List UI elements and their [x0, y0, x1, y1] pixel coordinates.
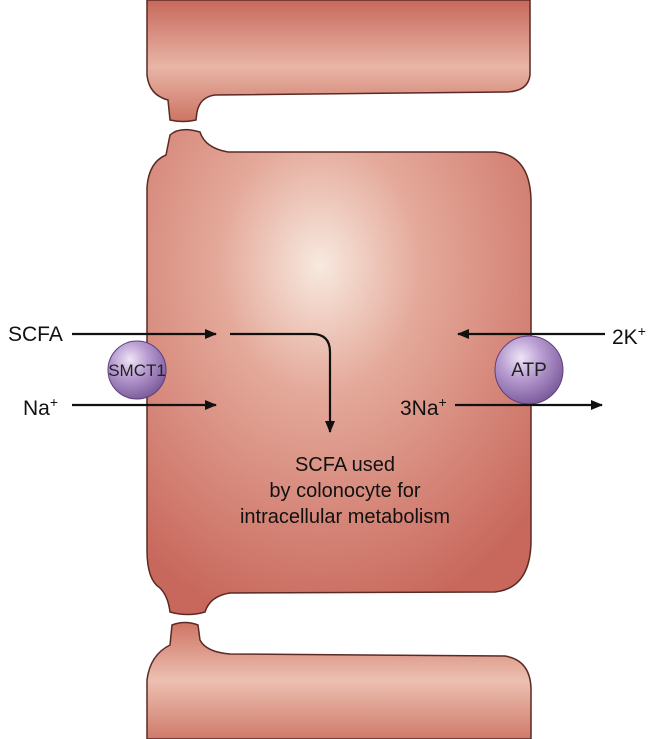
na-efflux-label: 3Na+ [400, 395, 447, 419]
na-label: Na+ [23, 395, 58, 419]
na-efflux-charge: + [438, 394, 447, 410]
smct1-transporter [107, 340, 167, 400]
lower-cell [146, 621, 532, 739]
na-text: Na [23, 397, 50, 420]
na-charge: + [49, 394, 59, 410]
usage-line-3: intracellular metabolism [239, 506, 451, 528]
colonocyte-cell [146, 128, 532, 616]
na-efflux-text: 3Na [400, 397, 439, 420]
k-text: 2K [612, 326, 638, 349]
atp-label: ATP [511, 360, 547, 381]
usage-line-2: by colonocyte for [269, 480, 421, 502]
k-charge: + [637, 323, 646, 339]
smct1-label: SMCT1 [108, 361, 166, 380]
usage-line-1: SCFA used [294, 454, 396, 476]
scfa-usage-caption: SCFA used by colonocyte for intracellula… [200, 452, 490, 530]
k-label: 2K+ [612, 324, 646, 348]
upper-cell [146, 0, 531, 123]
scfa-utilization-arrow [230, 332, 335, 433]
scfa-label: SCFA [8, 323, 63, 346]
